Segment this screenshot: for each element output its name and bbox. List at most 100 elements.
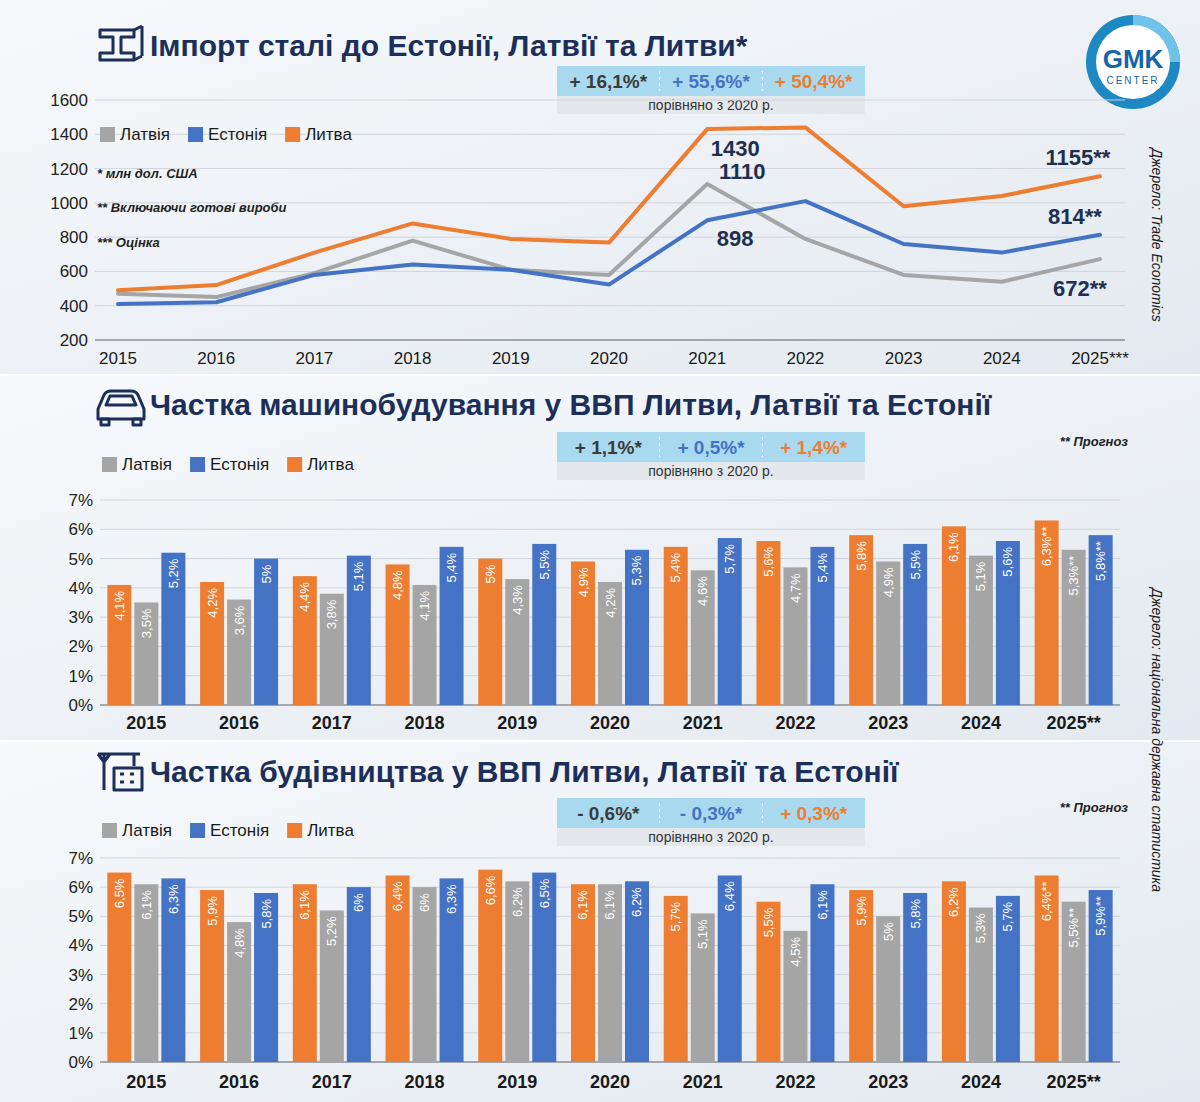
icon-building (120, 774, 134, 782)
x-tick-label: 2017 (312, 713, 352, 733)
bar (1089, 890, 1113, 1062)
y-tick-label: 4% (68, 936, 93, 955)
bar (134, 603, 158, 706)
panel-background (0, 376, 1200, 740)
data-label: 4,9% (576, 567, 591, 597)
bar (413, 585, 437, 705)
data-label: 4,4% (297, 582, 312, 612)
bar (571, 562, 595, 706)
y-tick-label: 1200 (50, 160, 88, 179)
data-label: 5% (483, 564, 498, 583)
y-tick-label: 1000 (50, 194, 88, 213)
logo: GMKCENTER (1086, 15, 1180, 109)
data-label: 898 (717, 226, 754, 251)
data-label: 5,8% (854, 541, 869, 571)
bar (161, 878, 185, 1062)
data-label: 814** (1048, 204, 1102, 229)
data-label: 6% (351, 893, 366, 912)
icon-car (106, 396, 136, 405)
legend-label: Естонія (210, 455, 269, 474)
separator (762, 437, 763, 457)
labels: 6,1%4,8%5,2%6%6,2%6,1%5,1%4,5%5%5,3%5,5%… (112, 875, 1108, 966)
legend-swatch (190, 823, 205, 838)
icon-beam (134, 26, 142, 60)
bar (996, 541, 1020, 705)
bar (718, 875, 742, 1062)
x-tick-label: 2021 (683, 1072, 723, 1092)
labels: 1110672**898814**14301155** (711, 136, 1111, 301)
data-label: 6,1% (603, 890, 618, 920)
panel-background (0, 0, 1200, 374)
bar (810, 884, 834, 1062)
bar (107, 585, 131, 705)
bar (440, 547, 464, 705)
source: Джерело: Trade Economics (1149, 146, 1165, 322)
legend-swatch (190, 457, 205, 472)
source: Джерело: національна державна статистика (1149, 586, 1165, 892)
x-tick-label: 2015 (126, 1072, 166, 1092)
data-label: 6,5% (112, 878, 127, 908)
change-box (557, 798, 865, 828)
bar (969, 556, 993, 705)
x-tick-label: 2020 (590, 349, 628, 368)
data-label: 6,2% (630, 887, 645, 917)
data-label: 5,9% (205, 896, 220, 926)
icon-car (101, 419, 109, 425)
data-label: 4,8% (390, 570, 405, 600)
subtitle: порівняно з 2020 р. (648, 829, 773, 845)
bar (664, 547, 688, 705)
y-tick-label: 6% (68, 878, 93, 897)
change-note-box (557, 828, 865, 846)
plot-area (107, 521, 1112, 706)
icon (98, 754, 142, 790)
data-label: 4,3% (510, 585, 525, 615)
bar (254, 559, 278, 705)
legend-label: Литва (305, 125, 352, 144)
bar (664, 896, 688, 1062)
y-tick-label: 600 (60, 262, 88, 281)
data-label: 6,6% (483, 875, 498, 905)
x-tick-label: 2016 (219, 713, 259, 733)
bar (227, 600, 251, 705)
panel-background (0, 742, 1200, 1102)
logo-text: CENTER (1106, 75, 1159, 86)
grid-line (100, 529, 1120, 530)
change-note-box (557, 96, 865, 114)
series-line (118, 127, 1100, 290)
series-line (118, 201, 1100, 304)
y-tick-label: 6% (68, 520, 93, 539)
bar (969, 908, 993, 1062)
data-label: 5,7% (1000, 901, 1015, 931)
plot-area (107, 870, 1112, 1062)
bar (571, 884, 595, 1062)
change-label: + 0,5%* (677, 437, 745, 458)
data-label: 6,1% (576, 890, 591, 920)
icon-beam (100, 30, 134, 60)
data-label: 5% (259, 564, 274, 583)
labels: 3,5%3,6%3,8%4,1%4,3%4,2%4,6%4,7%4,9%5,1%… (112, 527, 1108, 639)
legend-swatch (287, 823, 302, 838)
data-label: 5% (881, 922, 896, 941)
x-tick-label: 2015 (99, 349, 137, 368)
grid-line (95, 339, 1125, 341)
bar (1035, 875, 1059, 1062)
separator (659, 71, 660, 91)
data-label: 5,3% (630, 555, 645, 585)
data-label: 5,4% (444, 552, 459, 582)
icon-building (114, 768, 142, 790)
bar (718, 538, 742, 705)
data-label: 5,8%** (1093, 541, 1108, 581)
legend-swatch (102, 457, 117, 472)
bar (347, 556, 371, 705)
x-tick-label: 2022 (775, 713, 815, 733)
data-label: 6,2% (510, 887, 525, 917)
x-tick-label: 2025** (1047, 713, 1101, 733)
change-note-box (557, 462, 865, 480)
y-tick-label: 3% (68, 608, 93, 627)
bar (227, 922, 251, 1062)
data-label: 6% (417, 893, 432, 912)
grid-line (95, 237, 1125, 238)
x-tick-label: 2017 (295, 349, 333, 368)
data-label: 5,3%** (1066, 556, 1081, 596)
bar (876, 562, 900, 706)
